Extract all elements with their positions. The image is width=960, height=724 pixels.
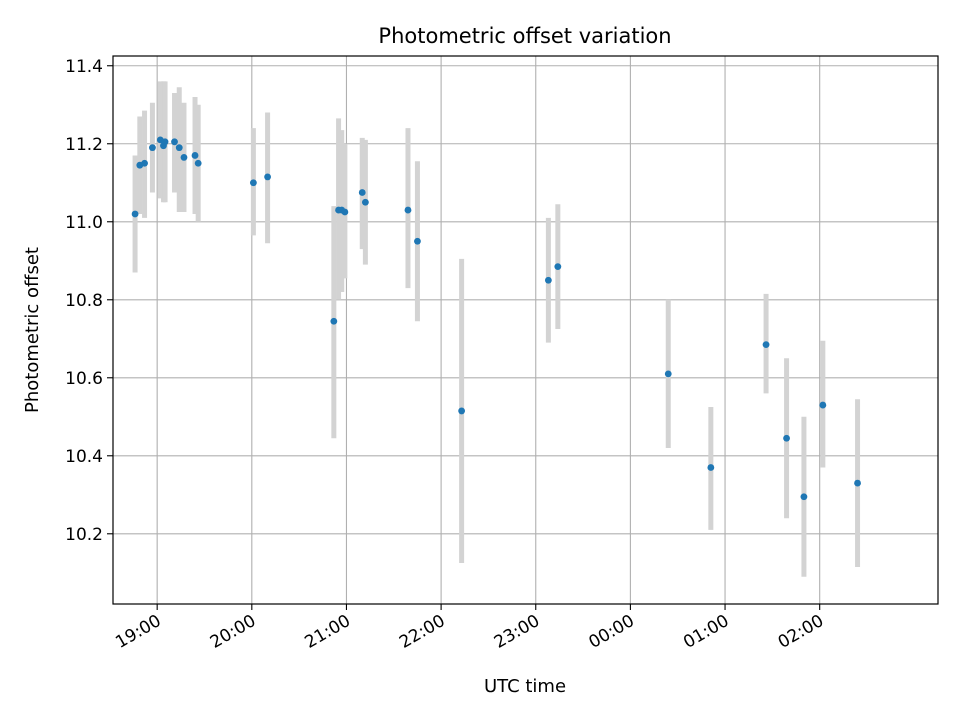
grid-lines [113,56,938,604]
x-tick-label: 00:00 [585,611,637,653]
y-tick-label: 10.6 [65,369,103,389]
data-point [664,370,672,378]
x-tick-label: 19:00 [112,611,164,653]
y-tick-label: 11.2 [65,135,103,155]
data-point [191,152,199,159]
data-point [149,144,156,152]
data-point [361,198,369,206]
data-point [783,434,790,442]
error-bars [132,81,861,577]
data-point [249,179,257,187]
x-axis-ticks: 19:00 20:00 21:00 22:00 23:00 00:00 01:00 02:00 [112,604,827,653]
data-point [800,493,808,501]
data-point [161,138,169,146]
y-axis-label: Photometric offset [22,247,43,413]
x-tick-label: 02:00 [775,611,827,653]
y-tick-label: 10.4 [65,447,103,467]
data-point [404,206,412,214]
data-point [175,144,183,152]
data-point [554,263,562,271]
x-tick-label: 20:00 [207,611,259,653]
x-axis-label: UTC time [484,676,566,697]
y-tick-label: 11.4 [65,57,103,77]
data-point [194,159,202,167]
data-point [819,401,827,409]
data-point [414,237,421,245]
data-point [180,154,188,161]
data-points [131,136,861,501]
data-point [358,189,366,196]
data-point [341,208,349,216]
x-tick-label: 21:00 [302,611,354,653]
data-point [131,210,139,218]
y-tick-label: 10.8 [65,291,103,311]
data-point [141,159,148,167]
plot-frame [112,55,939,605]
data-point [762,341,770,349]
y-axis-ticks: 10.2 10.4 10.6 10.8 11.0 11.2 11.4 [65,57,113,545]
data-point [707,464,715,471]
x-tick-label: 01:00 [680,611,732,653]
chart-title: Photometric offset variation [378,24,671,48]
data-point [264,173,271,181]
x-tick-label: 22:00 [396,611,448,653]
data-point [544,276,552,284]
data-point [854,479,861,487]
data-point [171,138,178,146]
y-tick-label: 11.0 [65,213,103,233]
x-tick-label: 23:00 [491,611,543,653]
data-point [458,407,466,415]
data-point [330,317,338,325]
y-tick-label: 10.2 [65,525,103,545]
